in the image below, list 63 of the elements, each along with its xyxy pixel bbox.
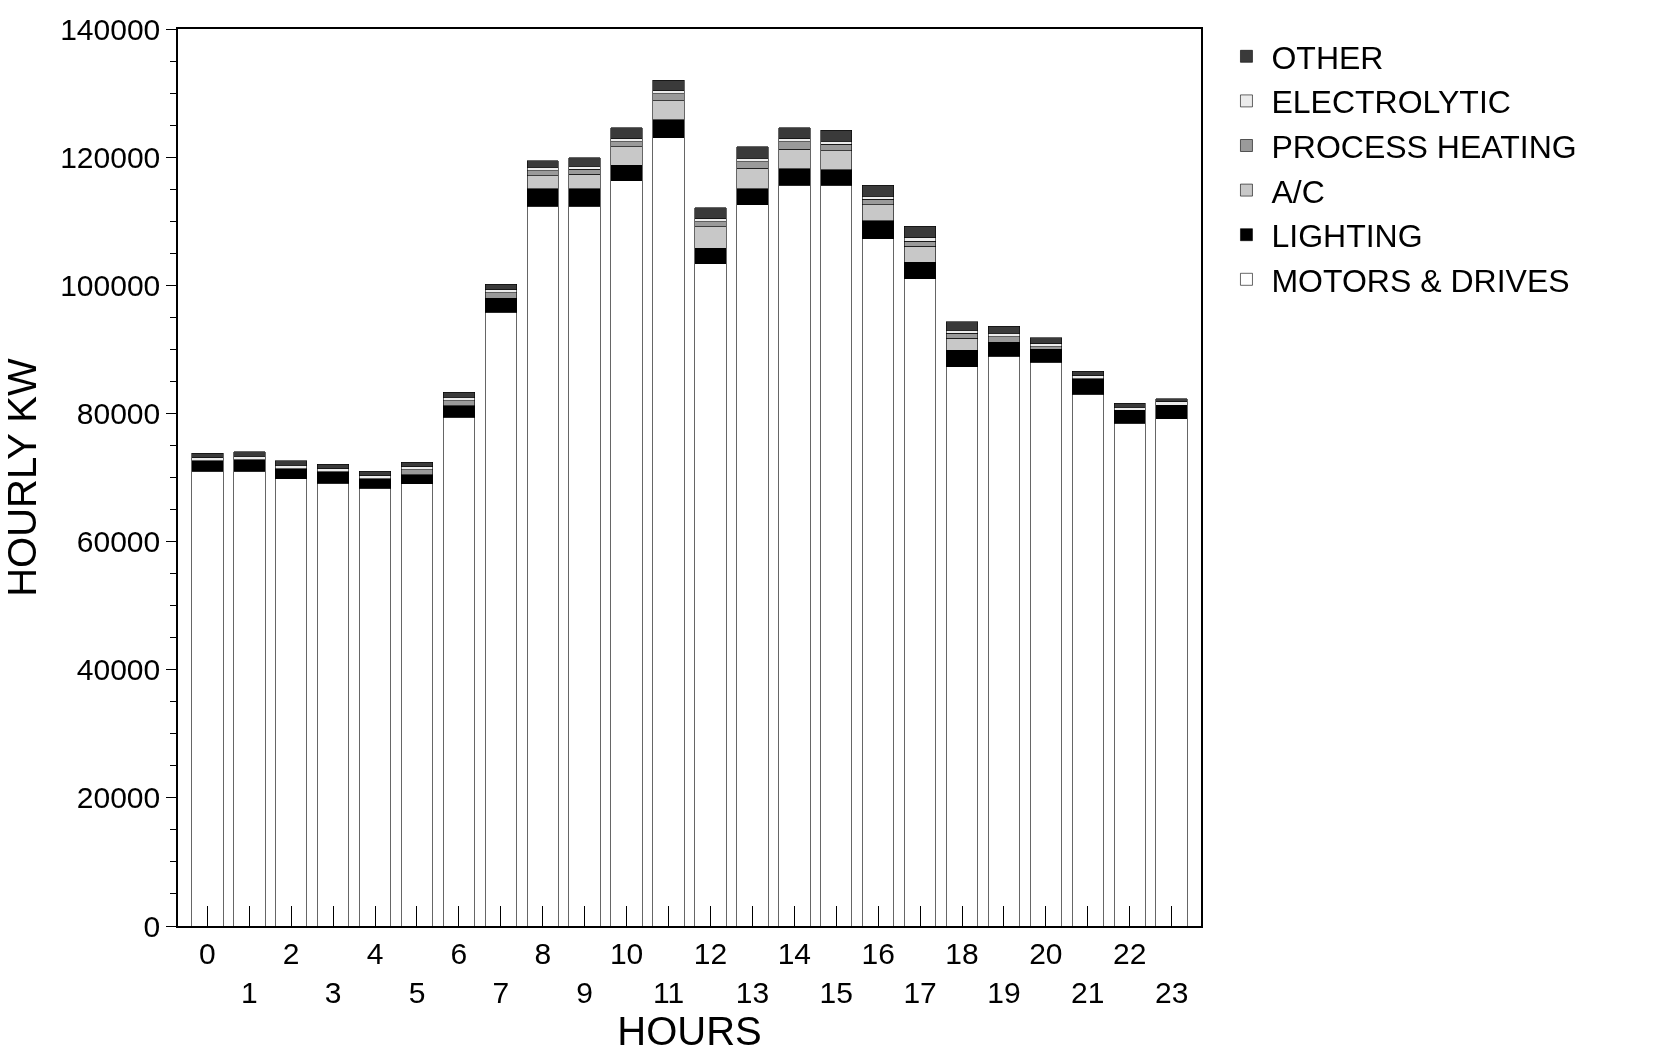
x-tick-label: 19 xyxy=(987,975,1021,1009)
x-tick-label: 13 xyxy=(735,975,770,1009)
y-tick-label: 140000 xyxy=(60,12,161,46)
y-tick-label: 100000 xyxy=(60,268,161,302)
bar xyxy=(778,127,811,139)
y-tick-label: 20000 xyxy=(76,781,161,815)
bar xyxy=(484,283,517,291)
bar xyxy=(233,451,266,457)
bar xyxy=(820,129,853,142)
x-tick-label: 9 xyxy=(576,975,594,1009)
bar xyxy=(736,146,769,159)
x-tick-label: 10 xyxy=(609,936,644,970)
bar xyxy=(191,452,224,458)
bar xyxy=(442,391,475,398)
x-tick-label: 2 xyxy=(282,936,300,970)
x-tick-label: 1 xyxy=(240,975,258,1009)
legend-label: ELECTROLYTIC xyxy=(1271,84,1511,121)
y-axis-title: HOURLY KW xyxy=(0,357,44,597)
x-tick-label: 6 xyxy=(450,936,468,970)
bar xyxy=(568,157,601,167)
y-tick-label: 0 xyxy=(143,909,161,943)
legend-label: PROCESS HEATING xyxy=(1271,128,1577,165)
x-tick-label: 14 xyxy=(777,936,812,970)
bar xyxy=(987,325,1020,334)
x-tick-label: 12 xyxy=(693,936,728,970)
x-tick-label: 22 xyxy=(1113,936,1147,970)
bar xyxy=(610,127,643,139)
x-tick-label: 11 xyxy=(652,975,685,1009)
x-tick-label: 4 xyxy=(366,936,384,970)
x-tick-label: 15 xyxy=(819,975,853,1009)
x-axis-title: HOURS xyxy=(617,1008,762,1053)
x-tick-label: 17 xyxy=(903,975,937,1009)
legend-label: MOTORS & DRIVES xyxy=(1271,262,1570,299)
x-tick-label: 5 xyxy=(408,975,426,1009)
legend-label: A/C xyxy=(1271,173,1325,210)
x-tick-label: 3 xyxy=(324,975,342,1009)
bar xyxy=(862,185,895,197)
bar xyxy=(400,461,433,467)
bar xyxy=(694,207,727,219)
bar xyxy=(946,321,979,331)
bar xyxy=(904,226,937,239)
x-tick-label: 7 xyxy=(492,975,510,1009)
y-tick-label: 120000 xyxy=(60,140,161,174)
bar xyxy=(359,470,392,476)
x-tick-label: 21 xyxy=(1071,975,1105,1009)
bar xyxy=(526,160,559,168)
legend-label: LIGHTING xyxy=(1271,218,1423,255)
legend-label: OTHER xyxy=(1271,39,1384,76)
bar xyxy=(1029,337,1062,344)
y-tick-label: 40000 xyxy=(76,653,161,687)
x-tick-label: 8 xyxy=(534,936,552,970)
y-tick-label: 80000 xyxy=(76,396,161,430)
y-tick-label: 60000 xyxy=(76,525,161,559)
bar xyxy=(1113,402,1146,408)
x-tick-label: 20 xyxy=(1029,936,1063,970)
bar xyxy=(317,463,350,469)
bar xyxy=(652,79,685,91)
bar xyxy=(275,460,308,466)
x-tick-label: 16 xyxy=(861,936,895,970)
x-tick-label: 23 xyxy=(1154,975,1189,1009)
bar xyxy=(1071,370,1104,376)
x-tick-label: 0 xyxy=(199,936,216,970)
x-tick-label: 18 xyxy=(945,936,979,970)
